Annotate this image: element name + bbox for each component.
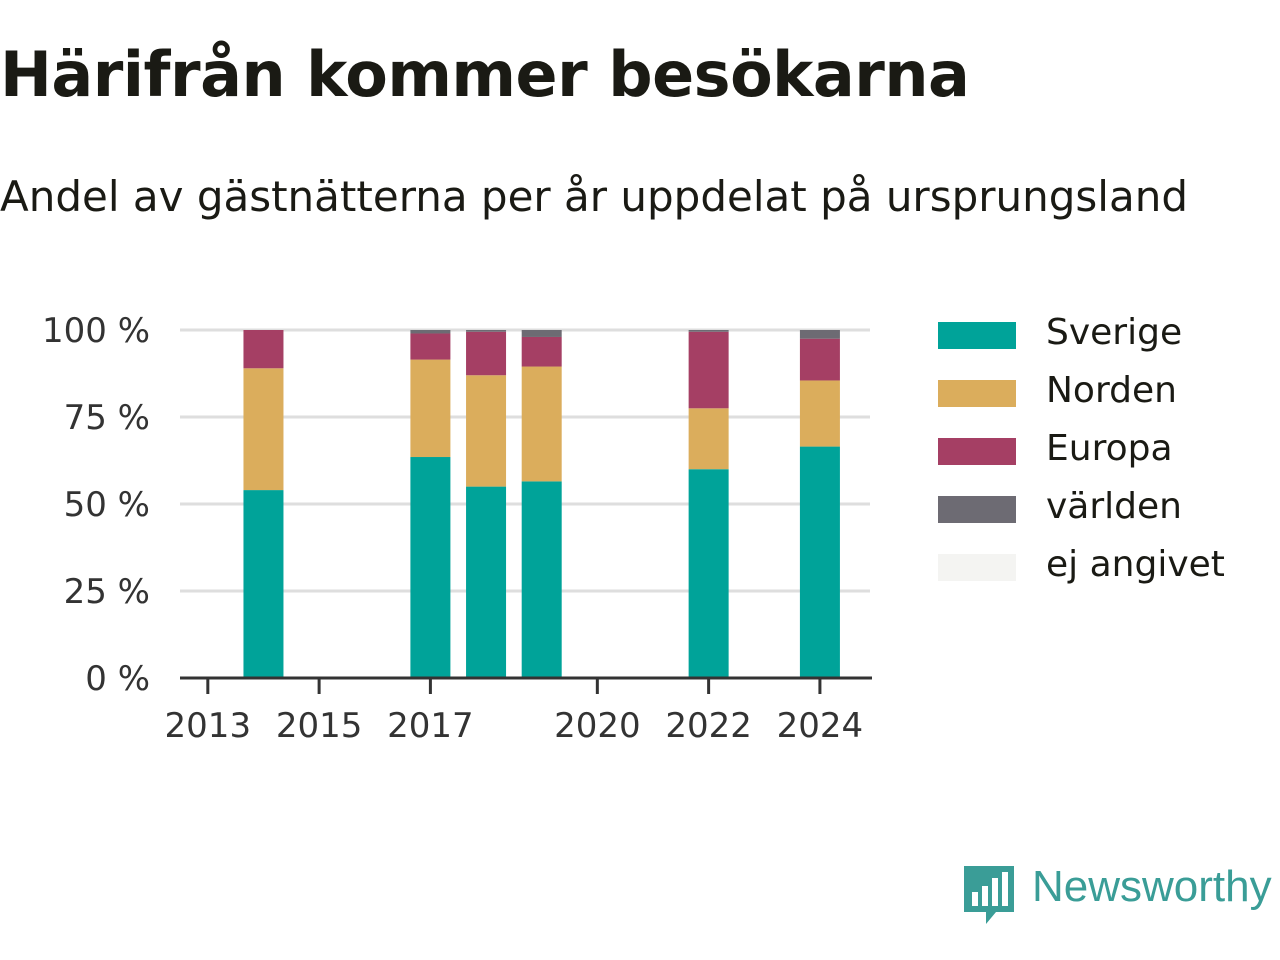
bar-segment-sverige <box>688 469 729 678</box>
y-tick-label: 25 % <box>64 572 150 612</box>
bar-segment-världen <box>521 330 562 337</box>
bar-segment-europa <box>521 336 562 367</box>
y-tick-label: 100 % <box>42 311 150 351</box>
newsworthy-chart-bubble-icon <box>964 866 1014 924</box>
bar-segment-norden <box>466 375 507 487</box>
y-tick-label: 50 % <box>64 485 150 525</box>
bar-segment-världen <box>410 330 451 334</box>
legend-swatch-ej-angivet <box>938 554 1016 581</box>
legend-label-ej-angivet: ej angivet <box>1046 544 1225 585</box>
bar-segment-norden <box>521 366 562 482</box>
bar-segment-europa <box>243 330 284 369</box>
chart-subtitle: Andel av gästnätterna per år uppdelat på… <box>0 172 1188 221</box>
chart-title: Härifrån kommer besökarna <box>0 38 970 111</box>
legend-label-europa: Europa <box>1046 428 1173 469</box>
legend-label-varlden: världen <box>1046 486 1182 527</box>
bar-segment-sverige <box>466 486 507 678</box>
bar-segment-sverige <box>243 490 284 678</box>
bar-segment-världen <box>688 330 729 332</box>
legend-label-norden: Norden <box>1046 370 1177 411</box>
bar-segment-sverige <box>799 446 840 678</box>
bar-segment-världen <box>799 330 840 339</box>
x-tick-label: 2015 <box>276 706 363 746</box>
legend-swatch-varlden <box>938 496 1016 523</box>
bar-segment-norden <box>410 359 451 458</box>
x-tick-label: 2022 <box>665 706 752 746</box>
y-tick-label: 75 % <box>64 398 150 438</box>
x-tick-label: 2017 <box>387 706 474 746</box>
brand-name: Newsworthy <box>1032 862 1272 911</box>
y-axis-labels: 0 % 25 % 50 % 75 % 100 % <box>42 311 150 699</box>
bar-segment-norden <box>799 380 840 447</box>
bars <box>243 330 840 678</box>
bar-segment-europa <box>688 331 729 409</box>
legend-swatch-europa <box>938 438 1016 465</box>
x-tick-label: 2013 <box>165 706 252 746</box>
bar-chart: 0 % 25 % 50 % 75 % 100 % 2013 2015 2017 2020 202… <box>42 311 872 746</box>
legend-swatch-sverige <box>938 322 1016 349</box>
legend-label-sverige: Sverige <box>1046 312 1183 353</box>
bar-segment-europa <box>799 338 840 381</box>
bar-segment-norden <box>688 408 729 470</box>
y-tick-label: 0 % <box>85 659 150 699</box>
x-tick-label: 2024 <box>777 706 864 746</box>
bar-segment-sverige <box>521 481 562 678</box>
bar-segment-norden <box>243 368 284 491</box>
bar-segment-europa <box>466 331 507 376</box>
bar-segment-sverige <box>410 457 451 678</box>
bar-segment-världen <box>466 330 507 332</box>
bar-segment-europa <box>410 333 451 360</box>
legend-swatch-norden <box>938 380 1016 407</box>
x-tick-label: 2020 <box>554 706 641 746</box>
x-axis: 2013 2015 2017 2020 2022 2024 <box>165 676 872 746</box>
